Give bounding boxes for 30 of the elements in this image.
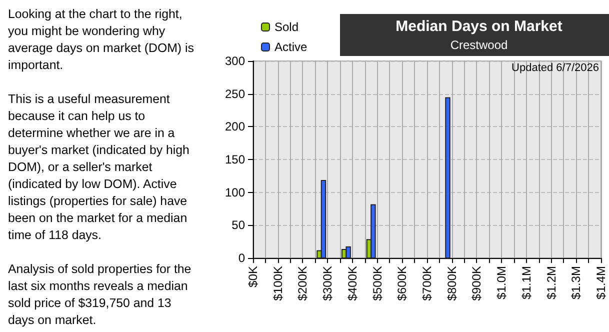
x-tick-label: $1.0M	[494, 266, 509, 300]
text: Analysis of sold properties for the last six months reveals a median sold price of $319,750 and 13 days on market.	[8, 261, 192, 329]
x-tick-label: $900K	[470, 266, 484, 301]
x-tick-label: $0K	[246, 266, 260, 288]
y-tick-label: 200	[224, 120, 246, 134]
x-tick-label: $600K	[395, 266, 410, 301]
x-tick-label: $100K	[270, 266, 285, 301]
annotation: Updated 6/7/2026	[512, 62, 599, 74]
text: This is a useful measurement because it can help us to determine whether we are in a buyer's market (indicated by high DOM), or a seller's market (indicated by low DOM). Active listings (properties for sale) have been on the market for a median time of 118 days.	[8, 92, 190, 242]
x-tick-label: $800K	[444, 266, 459, 301]
x-tick-label: $700K	[420, 266, 434, 301]
legend-label: Sold	[274, 20, 299, 34]
x-tick-label: $500K	[370, 266, 384, 301]
x-tick-label: $1.3M	[569, 266, 584, 300]
y-tick-label: 150	[224, 152, 246, 166]
x-tick-label: $400K	[345, 266, 360, 301]
y-tick-label: 50	[232, 218, 246, 232]
x-tick-label: $1.4M	[594, 266, 608, 300]
chart-title: Median Days on Market	[396, 18, 562, 35]
x-tick-label: $1.1M	[519, 266, 534, 300]
x-tick-label: $300K	[320, 266, 335, 301]
legend-label: Active	[274, 40, 308, 54]
y-tick-label: 300	[224, 54, 246, 68]
y-tick-label: 0	[238, 251, 246, 265]
y-tick-label: 100	[224, 185, 246, 200]
x-tick-label: $200K	[296, 266, 310, 301]
text: Looking at the chart to the right, you might be wondering why average days on market (DOM) is important.	[8, 6, 195, 74]
y-tick-label: 250	[224, 86, 246, 101]
chart-subtitle: Crestwood	[450, 38, 508, 52]
x-tick-label: $1.2M	[544, 266, 558, 300]
